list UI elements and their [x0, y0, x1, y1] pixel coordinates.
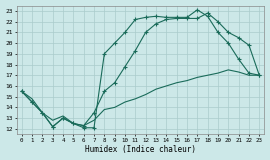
X-axis label: Humidex (Indice chaleur): Humidex (Indice chaleur) — [85, 145, 196, 154]
